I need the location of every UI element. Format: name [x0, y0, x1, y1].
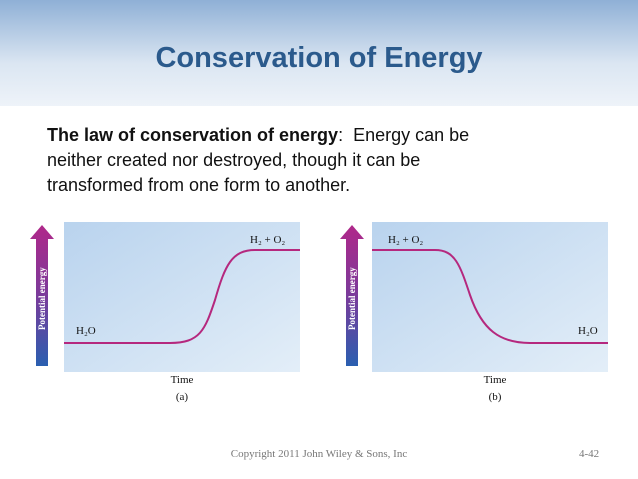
- energy-arrow: [30, 225, 54, 366]
- plot-area: [372, 222, 608, 372]
- body-line: transformed from one form to another.: [47, 175, 351, 195]
- high-label: H₂ + O₂: [388, 234, 423, 246]
- x-label: Time: [484, 374, 507, 386]
- x-label: Time: [171, 374, 194, 386]
- term: The law of conservation of energy: [47, 125, 339, 145]
- caption: (b): [489, 391, 502, 403]
- plot-area: [64, 222, 300, 372]
- energy-curve: [372, 249, 608, 344]
- body-line: : Energy can be: [338, 125, 470, 145]
- y-label: Potential energy: [347, 267, 357, 330]
- body-text: The law of conservation of energy: Energ…: [47, 123, 469, 198]
- low-label: H₂O: [76, 325, 96, 337]
- caption: (a): [176, 391, 189, 403]
- y-label: Potential energy: [37, 267, 47, 330]
- energy-curve: [64, 249, 300, 344]
- copyright: Copyright 2011 John Wiley & Sons, Inc: [230, 448, 408, 460]
- energy-arrow: [340, 225, 364, 366]
- header-band: [0, 0, 638, 106]
- high-label: H₂ + O₂: [250, 234, 285, 246]
- body-line: neither created nor destroyed, though it…: [47, 150, 421, 170]
- low-label: H₂O: [578, 325, 598, 337]
- slide-title: Conservation of Energy: [155, 42, 483, 74]
- page-number: 4-42: [579, 448, 600, 460]
